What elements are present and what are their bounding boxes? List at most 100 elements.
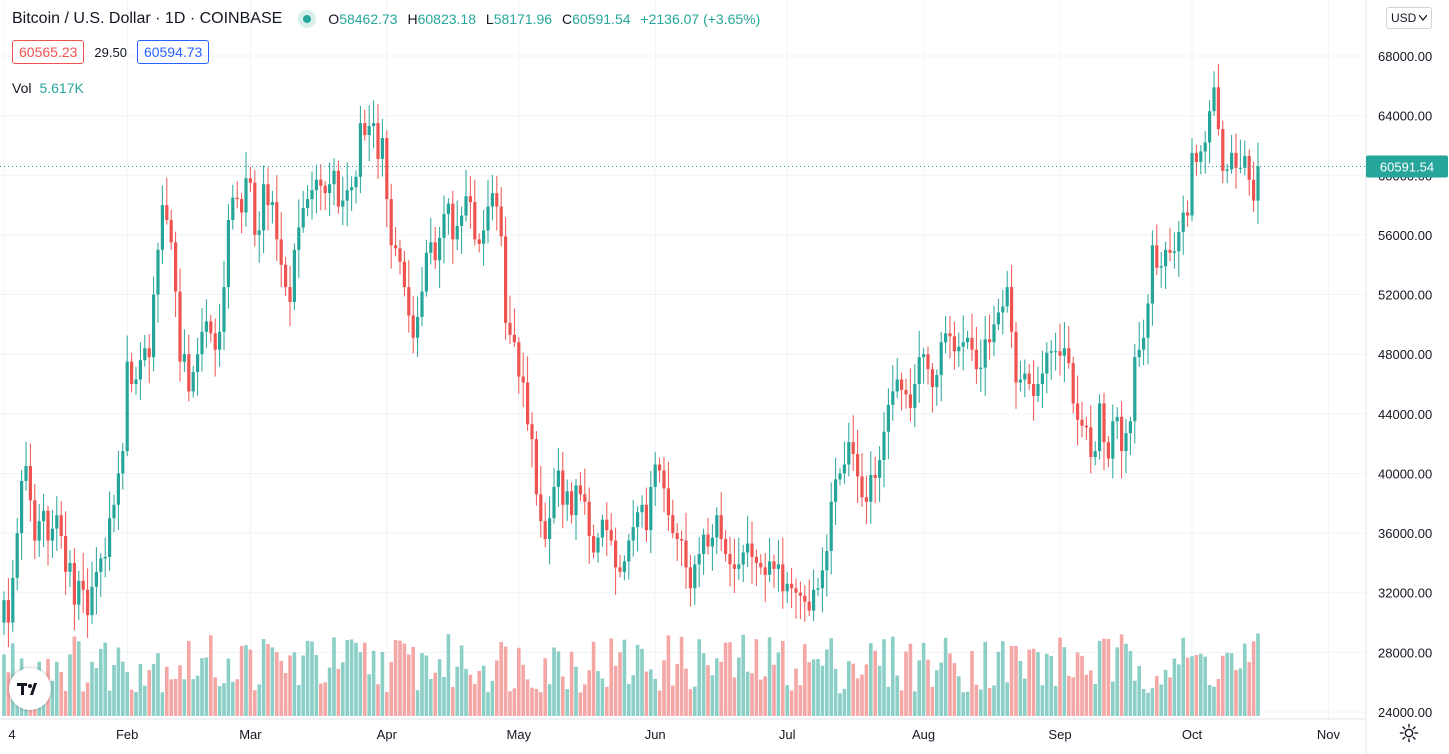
volume-bar — [279, 660, 283, 716]
candle-body — [570, 491, 574, 516]
time-axis[interactable]: 4 Feb Mar Apr May Jun Jul Aug Sep Oct Nov — [0, 718, 1366, 742]
tradingview-logo-icon[interactable] — [9, 668, 51, 710]
price-tick-label: 32000.00 — [1378, 586, 1432, 601]
candle-body — [886, 404, 890, 432]
volume-bar — [468, 674, 473, 716]
volume-bar — [798, 685, 803, 716]
time-tick-label: Sep — [1048, 727, 1071, 742]
volume-bar — [173, 678, 178, 716]
volume-bar — [1238, 668, 1243, 716]
candle-body — [596, 537, 600, 553]
candle-body — [24, 466, 28, 481]
candle-body — [631, 527, 635, 541]
volume-bar — [539, 692, 543, 716]
candle-body — [134, 379, 138, 384]
time-tick-label: Aug — [912, 727, 935, 742]
candle-body — [1027, 373, 1031, 384]
volume-bar — [495, 660, 499, 716]
sell-price-button[interactable]: 60565.23 — [12, 40, 85, 64]
candle-body — [710, 537, 714, 547]
candle-body — [1102, 403, 1106, 443]
gear-icon[interactable] — [1398, 722, 1420, 744]
candle-body — [706, 534, 710, 547]
volume-bar — [1058, 637, 1062, 716]
volume-bar — [684, 668, 688, 716]
volume-bar — [499, 642, 503, 716]
volume-bar — [424, 655, 429, 716]
volume-bar — [1146, 692, 1150, 716]
volume-bar — [1155, 676, 1159, 716]
candle-body — [1106, 442, 1110, 459]
volume-bar — [314, 655, 319, 716]
volume-bar — [6, 672, 11, 716]
candle-body — [578, 485, 582, 495]
volume-bar — [178, 665, 182, 716]
volume-bar — [921, 642, 926, 716]
volume-bar — [380, 651, 385, 716]
volume-bar — [679, 636, 684, 716]
candle-body — [891, 391, 895, 405]
candle-body — [737, 564, 741, 569]
volume-bar — [675, 663, 679, 716]
candle-body — [988, 339, 992, 343]
volume-bar — [270, 647, 275, 716]
candle-body — [1181, 212, 1185, 232]
candle-body — [174, 242, 178, 292]
open-value: 58462.73 — [339, 11, 398, 27]
volume-bar — [85, 682, 90, 716]
volume-bar — [125, 672, 129, 716]
candle-body — [680, 539, 684, 541]
candle-body — [455, 225, 459, 240]
volume-bar — [481, 665, 486, 716]
volume-bar — [332, 637, 336, 716]
candle-body — [314, 179, 318, 191]
volume-bar — [477, 670, 481, 716]
candle-body — [728, 553, 732, 565]
volume-bar — [961, 692, 965, 716]
candle-body — [191, 372, 195, 392]
buy-price-button[interactable]: 60594.73 — [136, 40, 210, 64]
volume-bar — [741, 634, 745, 716]
volume-legend[interactable]: Vol 5.617K — [12, 80, 84, 96]
volume-bar — [613, 665, 618, 716]
volume-bar — [825, 649, 829, 716]
volume-bar — [508, 691, 512, 716]
volume-bar — [899, 690, 904, 716]
volume-bar — [1089, 670, 1093, 716]
grid-lines — [0, 0, 1366, 719]
candle-body — [768, 561, 772, 575]
candle-body — [816, 588, 820, 590]
volume-bar — [1014, 645, 1018, 716]
high-value: 60823.18 — [417, 11, 477, 27]
candle-body — [1120, 416, 1124, 452]
volume-bar — [943, 637, 948, 716]
volume-bar — [1177, 664, 1181, 716]
price-axis[interactable]: 24000.00 28000.00 32000.00 36000.00 40000.00… — [1365, 0, 1432, 754]
candle-body — [1032, 384, 1036, 396]
candle-body — [640, 504, 644, 513]
spread-value: 29.50 — [94, 44, 127, 60]
candle-body — [693, 564, 697, 589]
volume-bar — [1106, 639, 1111, 716]
volume-bar — [803, 644, 807, 716]
volume-bar — [156, 653, 160, 716]
volume-bar — [732, 677, 737, 716]
volume-bar — [503, 646, 508, 716]
volume-bar — [204, 657, 209, 716]
candle-body — [1045, 352, 1049, 374]
candle-body — [108, 518, 112, 557]
currency-selector[interactable]: USD — [1386, 7, 1433, 29]
candle-body — [301, 208, 305, 228]
candle-body — [1062, 348, 1066, 356]
volume-bar — [1049, 655, 1053, 716]
volume-bar — [94, 668, 99, 716]
volume-bar — [129, 689, 134, 716]
volume-bar — [376, 684, 380, 716]
volume-bar — [904, 651, 908, 716]
symbol-title[interactable]: Bitcoin / U.S. Dollar · 1D · COINBASE — [12, 10, 283, 27]
price-tick-label: 28000.00 — [1378, 645, 1432, 660]
volume-bar — [882, 639, 886, 716]
volume-bar — [957, 676, 961, 716]
volume-bar — [407, 654, 411, 716]
